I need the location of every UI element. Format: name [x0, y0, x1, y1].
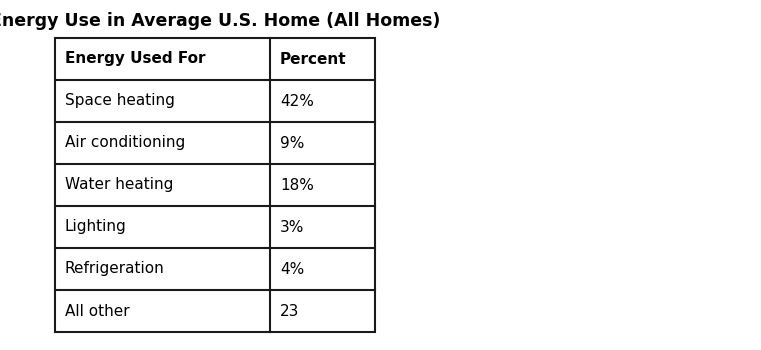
Text: Water heating: Water heating: [65, 177, 174, 192]
Text: 3%: 3%: [280, 219, 304, 234]
Text: Space heating: Space heating: [65, 93, 175, 108]
Text: Energy Use in Average U.S. Home (All Homes): Energy Use in Average U.S. Home (All Hom…: [0, 12, 440, 30]
Text: All other: All other: [65, 303, 129, 318]
Text: Air conditioning: Air conditioning: [65, 135, 185, 150]
Text: 4%: 4%: [280, 261, 304, 276]
Bar: [55, 38, 375, 332]
Text: Refrigeration: Refrigeration: [65, 261, 164, 276]
Text: 23: 23: [280, 303, 299, 318]
Text: 9%: 9%: [280, 135, 304, 150]
Text: 18%: 18%: [280, 177, 314, 192]
Text: Lighting: Lighting: [65, 219, 127, 234]
Text: Energy Used For: Energy Used For: [65, 51, 205, 66]
Text: Percent: Percent: [280, 51, 346, 66]
Text: 42%: 42%: [280, 93, 314, 108]
